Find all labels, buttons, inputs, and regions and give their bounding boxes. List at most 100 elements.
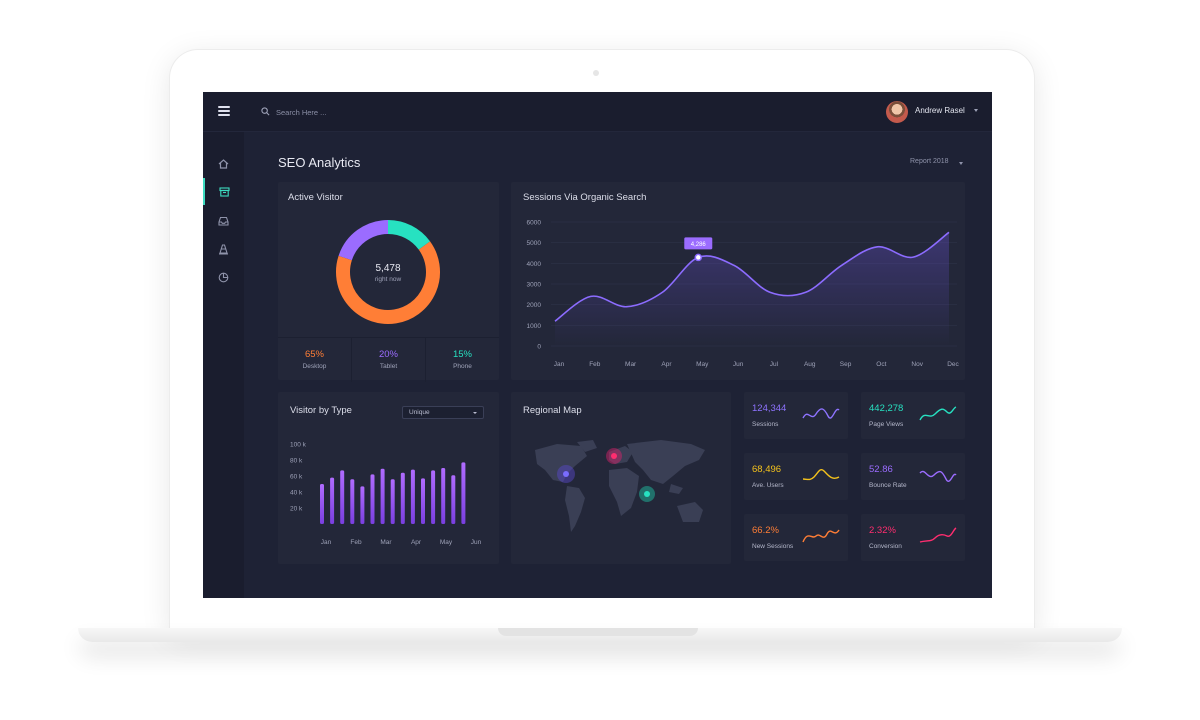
bar xyxy=(340,470,345,524)
bar xyxy=(431,470,436,524)
x-tick-label: Mar xyxy=(380,539,392,546)
y-tick-label: 80 k xyxy=(290,458,303,465)
card-title: Visitor by Type xyxy=(290,405,352,416)
dropdown-value: Unique xyxy=(409,409,430,416)
metric-value: 2.32% xyxy=(869,525,896,536)
map-hotspot-india[interactable] xyxy=(644,491,650,497)
dashboard-screen: Andrew Rasel xyxy=(203,92,992,598)
laptop-notch xyxy=(498,628,698,636)
metric-ave-users: 68,496 Ave. Users xyxy=(744,453,848,500)
metric-label: Page Views xyxy=(869,421,904,428)
y-tick-label: 3000 xyxy=(527,282,542,289)
topbar: Andrew Rasel xyxy=(203,92,992,132)
metric-label: Sessions xyxy=(752,421,779,428)
chevron-down-icon xyxy=(473,412,477,414)
x-tick-label: May xyxy=(440,539,453,546)
donut-slice-phone xyxy=(387,220,431,250)
y-tick-label: 60 k xyxy=(290,474,303,481)
sparkline xyxy=(919,406,957,421)
map-australia xyxy=(677,502,703,522)
archive-icon xyxy=(219,186,230,197)
x-tick-label: Dec xyxy=(947,361,959,368)
x-tick-label: Sep xyxy=(840,361,852,368)
metric-label: Conversion xyxy=(869,543,902,550)
sessions-card: Sessions Via Organic Search 6000 5000 4000… xyxy=(511,182,965,380)
x-tick-label: Jan xyxy=(321,539,332,546)
bar xyxy=(421,478,425,524)
chevron-down-icon[interactable] xyxy=(959,162,963,165)
sidebar xyxy=(203,132,244,598)
visitor-type-bar-chart: 100 k 80 k 60 k 40 k 20 k Jan Feb Mar Apr May Jun xyxy=(290,442,482,547)
map-africa xyxy=(609,468,639,516)
active-visitor-donut: 5,478 right now xyxy=(336,220,440,324)
search-input[interactable] xyxy=(276,104,436,120)
sessions-tooltip-value: 4,286 xyxy=(691,242,707,248)
stat-value: 15% xyxy=(452,349,472,360)
sessions-highlight-point xyxy=(694,253,703,262)
stat-phone: 15% Phone xyxy=(426,338,499,382)
visitor-type-dropdown[interactable]: Unique xyxy=(402,406,484,419)
map-europe xyxy=(609,446,633,464)
sparkline xyxy=(802,408,840,419)
bar xyxy=(330,477,335,524)
user-menu-caret-icon[interactable] xyxy=(974,109,978,112)
sparkline xyxy=(802,469,840,481)
avatar[interactable] xyxy=(886,101,908,123)
bar xyxy=(370,474,375,524)
visitor-type-card: Visitor by Type Unique 100 k 80 k 60 k 40 k… xyxy=(278,392,499,564)
sidebar-item-cone[interactable] xyxy=(203,236,244,263)
metric-sessions: 124,344 Sessions xyxy=(744,392,848,439)
sparkline xyxy=(919,470,957,482)
bar xyxy=(400,472,405,524)
sessions-line xyxy=(554,231,950,322)
sparkline xyxy=(802,529,840,543)
map-indonesia xyxy=(669,484,683,494)
stat-desktop: 65% Desktop xyxy=(278,338,352,382)
x-tick-label: Jan xyxy=(554,361,565,368)
bar xyxy=(441,468,446,524)
map-greenland xyxy=(577,440,597,452)
x-tick-label: May xyxy=(696,361,709,368)
card-title: Active Visitor xyxy=(288,192,343,203)
donut-slice-desktop xyxy=(336,241,440,324)
metric-value: 68,496 xyxy=(752,464,782,475)
metric-label: New Sessions xyxy=(752,543,794,550)
stat-tablet: 20% Tablet xyxy=(352,338,426,382)
report-select[interactable]: Report 2018 xyxy=(910,158,949,165)
map-hotspot-america[interactable] xyxy=(563,471,569,477)
map-north-america xyxy=(535,444,587,482)
y-tick-label: 4000 xyxy=(527,261,542,268)
sessions-area-fill xyxy=(555,232,949,346)
active-visitor-card: Active Visitor 5,478 right now 65% Deskto… xyxy=(278,182,499,382)
bar xyxy=(320,484,324,524)
metric-label: Ave. Users xyxy=(752,482,784,489)
bar xyxy=(461,462,466,524)
map-hotspot-europe[interactable] xyxy=(611,453,617,459)
bar xyxy=(350,479,355,524)
traffic-cone-icon xyxy=(219,244,228,255)
x-tick-label: Jul xyxy=(770,361,779,368)
map-south-america xyxy=(565,486,585,532)
stat-label: Desktop xyxy=(302,363,327,370)
laptop-camera xyxy=(593,70,599,76)
bar xyxy=(380,468,385,524)
y-tick-label: 6000 xyxy=(527,220,542,227)
y-tick-label: 40 k xyxy=(290,490,303,497)
sidebar-item-inbox[interactable] xyxy=(203,207,244,234)
donut-slice-tablet xyxy=(338,220,389,261)
menu-icon[interactable] xyxy=(218,106,230,116)
pie-chart-icon xyxy=(218,272,229,283)
x-tick-label: Oct xyxy=(876,361,886,368)
map-asia xyxy=(627,440,705,484)
x-tick-label: Feb xyxy=(589,361,601,368)
stat-value: 20% xyxy=(378,349,398,360)
user-name[interactable]: Andrew Rasel xyxy=(915,106,965,115)
sidebar-item-archive[interactable] xyxy=(203,178,244,205)
y-tick-label: 100 k xyxy=(290,442,307,449)
x-tick-label: Jun xyxy=(733,361,744,368)
y-tick-label: 20 k xyxy=(290,506,303,513)
x-tick-label: Jun xyxy=(471,539,482,546)
sidebar-item-pie[interactable] xyxy=(203,264,244,291)
sessions-tooltip xyxy=(684,237,713,250)
sidebar-item-home[interactable] xyxy=(203,150,244,177)
